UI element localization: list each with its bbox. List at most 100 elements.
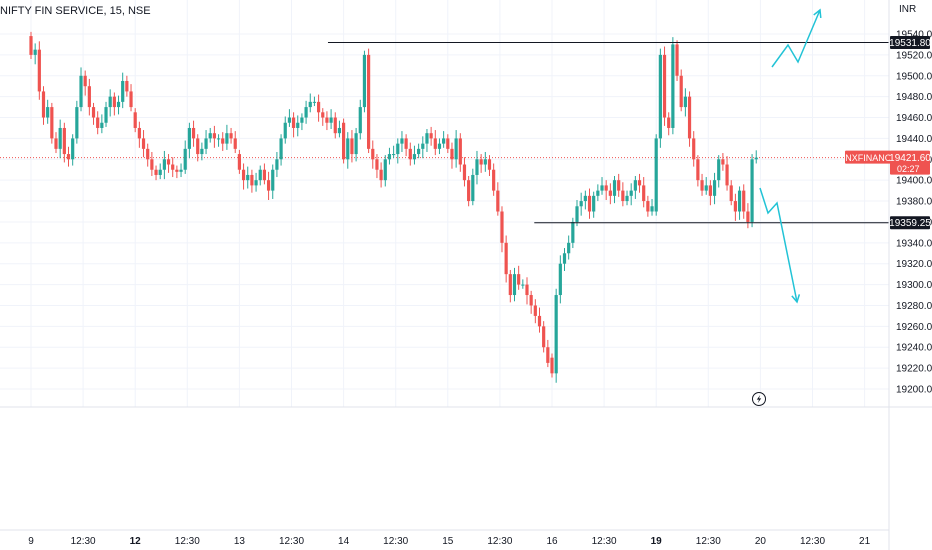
lightning-icon[interactable] (752, 392, 766, 406)
candle-body (154, 169, 158, 175)
candle-body (125, 80, 129, 92)
time-tick-label: 12:30 (279, 536, 304, 547)
candle-body (83, 75, 87, 87)
candle-body (367, 54, 371, 149)
candle-body (279, 138, 283, 160)
candle-body (454, 138, 458, 160)
candle-body (504, 242, 508, 275)
candle-body (475, 159, 479, 175)
level-price-tag (890, 216, 930, 230)
time-tick-label: 20 (755, 536, 767, 547)
price-axis[interactable]: 19540.00 19520.00 19500.00 19480.00 19460.00… (896, 30, 932, 396)
price-tick-label: 19260.00 (896, 322, 932, 333)
candle-body (542, 326, 546, 348)
time-axis[interactable]: 9 12:30 12 12:30 13 12:30 14 12:30 15 12:30 16 12:3… (28, 536, 870, 547)
candle-body (692, 138, 696, 160)
price-tick-label: 19240.00 (896, 343, 932, 354)
candlestick-series (29, 31, 758, 383)
candle-body (621, 190, 625, 202)
candle-body (517, 274, 521, 285)
candle-body (450, 148, 454, 160)
candle-body (179, 169, 183, 172)
candle-body (408, 148, 412, 160)
candle-body (46, 107, 50, 118)
candle-body (75, 107, 79, 139)
candle-body (237, 154, 241, 170)
candle-body (429, 133, 433, 139)
candle-body (225, 133, 229, 144)
candle-body (150, 159, 154, 170)
time-tick-label: 12:30 (175, 536, 200, 547)
candle-body (137, 127, 141, 139)
candle-body (625, 195, 629, 202)
time-tick-label: 19 (651, 536, 663, 547)
candle-body (87, 86, 91, 108)
candle-body (246, 174, 250, 181)
candle-body (312, 101, 317, 103)
candle-body (304, 107, 308, 118)
candle-body (300, 117, 304, 123)
candle-body (100, 122, 104, 128)
candle-body (425, 133, 429, 144)
candle-body (729, 185, 733, 202)
time-tick-label: 12:30 (696, 536, 721, 547)
price-tick-label: 19200.00 (896, 385, 932, 396)
candle-body (667, 117, 671, 128)
candle-body (579, 201, 583, 207)
candle-body (412, 154, 417, 160)
candle-body (58, 127, 62, 149)
price-tick-label: 19320.00 (896, 259, 932, 270)
candle-body (271, 169, 275, 191)
candle-body (196, 138, 200, 155)
candle-body (646, 201, 650, 212)
candle-body (287, 117, 292, 123)
candle-body (204, 138, 208, 149)
candle-body (633, 180, 637, 191)
candle-body (321, 112, 325, 118)
candle-body (446, 138, 450, 149)
candle-body (54, 138, 58, 149)
candle-body (629, 190, 633, 196)
candle-body (296, 122, 300, 128)
candle-body (487, 159, 492, 170)
candle-body (66, 154, 71, 160)
candle-body (721, 159, 725, 165)
candle-body (725, 164, 729, 186)
candle-body (91, 107, 96, 118)
candle-body (396, 143, 400, 155)
candle-body (462, 164, 467, 181)
candle-body (175, 169, 179, 172)
candle-body (600, 185, 604, 191)
candle-body (575, 206, 579, 222)
candle-body (521, 284, 525, 286)
symbol-title[interactable]: NIFTY FIN SERVICE, 15, NSE (0, 5, 151, 17)
candle-body (437, 143, 442, 149)
candle-body (642, 185, 646, 202)
candle-body (433, 138, 437, 149)
candle-body (537, 315, 542, 327)
candle-body (371, 148, 375, 160)
price-tick-label: 19280.00 (896, 301, 932, 312)
candle-body (216, 138, 221, 140)
candle-body (116, 101, 121, 108)
candle-body (275, 159, 279, 170)
candle-body (700, 180, 704, 191)
candle-body (471, 174, 475, 202)
candle-body (421, 143, 425, 149)
candle-body (512, 274, 517, 296)
candle-body (604, 185, 608, 191)
candle-body (112, 96, 116, 108)
candle-body (362, 54, 367, 108)
candle-body (708, 185, 712, 196)
candle-body (383, 159, 387, 181)
candle-body (71, 138, 75, 160)
candle-body (308, 101, 312, 108)
candle-body (612, 180, 617, 196)
price-tick-label: 19460.00 (896, 113, 932, 124)
candle-body (191, 127, 196, 139)
candle-body (233, 138, 237, 149)
symbol-name-text: CNXFINANCE (839, 153, 898, 163)
candle-body (583, 195, 587, 202)
candle-body (483, 159, 487, 165)
